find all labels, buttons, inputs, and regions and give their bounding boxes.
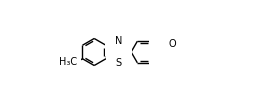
Text: S: S: [115, 58, 122, 68]
Text: N: N: [158, 48, 166, 58]
Text: N: N: [115, 36, 122, 46]
Text: C: C: [164, 44, 170, 53]
Text: O: O: [169, 39, 176, 49]
Text: H₃C: H₃C: [59, 57, 77, 67]
